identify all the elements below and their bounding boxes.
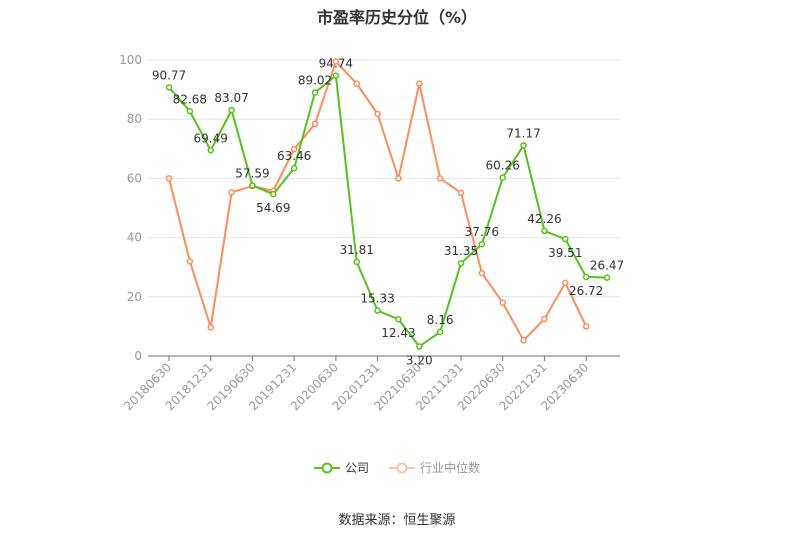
data-point [186,258,194,265]
data-point [290,164,298,172]
data-point [228,189,235,196]
data-point [603,274,611,281]
data-source: 数据来源：恒生聚源 [338,513,456,528]
data-point [228,106,235,114]
data-label: 31.35 [444,244,478,258]
data-point [374,110,381,118]
data-point [582,323,590,330]
data-label: 15.33 [360,292,394,306]
y-tick-label: 40 [127,231,142,245]
data-point [311,120,319,128]
data-point [165,175,173,182]
data-label: 8.16 [427,313,454,327]
y-tick-label: 60 [127,171,142,185]
data-point [416,343,423,350]
y-tick-label: 100 [119,53,142,67]
legend-item-company[interactable]: 公司 [313,459,369,476]
data-point [249,182,256,189]
data-point [395,315,402,323]
y-tick-label: 20 [127,290,142,304]
data-point [165,84,173,91]
data-point [332,72,340,79]
data-label: 83.07 [214,91,248,105]
chart-title: 市盈率历史分位（%） [316,8,478,27]
y-tick-label: 80 [127,112,142,126]
data-point [436,175,444,182]
data-point [499,174,506,181]
data-point [499,299,506,306]
data-label: 57.59 [235,167,269,181]
data-label: 71.17 [506,126,540,140]
data-label: 54.69 [256,201,290,215]
data-point [520,142,527,149]
legend-label-company: 公司 [344,461,369,475]
data-point [395,175,402,182]
data-point [520,337,527,344]
legend-industry-marker [389,462,415,473]
data-label: 94.74 [319,57,353,71]
data-label: 31.81 [340,243,374,257]
legend-label-industry-median: 行业中位数 [420,461,481,475]
data-point [436,328,444,336]
data-point [416,80,423,87]
data-point [332,58,340,65]
data-point [290,145,298,153]
data-point [353,80,360,87]
data-point [186,108,194,115]
data-label: 63.46 [277,149,311,163]
data-label: 26.47 [590,259,624,273]
data-point [478,240,486,248]
data-point [582,273,590,281]
legend: 公司 行业中位数 [0,459,794,476]
data-label: 12.43 [381,326,415,340]
data-label: 26.72 [569,284,603,298]
y-tick-label: 0 [134,349,142,363]
line-chart: 0204060801002018063020181231201906302019… [119,53,624,413]
data-point [311,89,319,96]
data-point [207,147,214,154]
data-point [541,315,548,323]
data-label: 37.76 [465,225,499,239]
data-point [457,189,465,197]
data-point [457,259,465,267]
series-line-company [168,73,608,348]
data-point [270,190,277,198]
data-label: 69.49 [194,131,228,145]
data-label: 42.26 [527,212,561,226]
data-point [541,227,548,235]
data-label: 39.51 [548,246,582,260]
data-label: 90.77 [152,68,186,82]
data-point [562,279,569,287]
data-label: 82.68 [173,92,207,106]
legend-company-marker [313,462,340,473]
data-point [353,258,360,266]
data-label: 3.20 [406,354,433,368]
data-label: 60.26 [486,159,520,173]
data-point [562,235,569,243]
data-point [374,307,381,314]
data-label: 89.02 [298,74,332,88]
data-point [207,324,214,331]
data-point [478,269,486,277]
legend-item-industry-median[interactable]: 行业中位数 [389,459,480,476]
